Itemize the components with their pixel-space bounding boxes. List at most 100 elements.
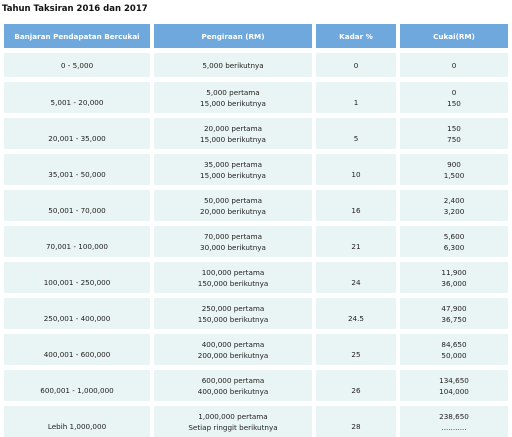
rate-value: 28 [351, 422, 361, 431]
band-cell: Lebih 1,000,000 [4, 406, 150, 437]
rate-cell: 26 [316, 370, 396, 401]
calculation-line-1: 1,000,000 pertama [198, 411, 268, 421]
band-cell: 35,001 - 50,000 [4, 154, 150, 185]
column-header-calculation: Pengiraan (RM) [154, 24, 312, 48]
calculation-line-2: 15,000 berikutnya [200, 170, 266, 180]
calculation-line-2: 200,000 berikutnya [197, 350, 269, 360]
calculation-cell: 400,000 pertama 200,000 berikutnya [154, 334, 312, 365]
rate-value: 16 [351, 206, 361, 215]
calculation-cell: 35,000 pertama 15,000 berikutnya [154, 154, 312, 185]
tax-line-2: 3,200 [443, 206, 465, 216]
tax-line-1: 900 [447, 159, 461, 169]
calculation-line-2: 15,000 berikutnya [200, 134, 266, 144]
band-cell: 600,001 - 1,000,000 [4, 370, 150, 401]
column-header-band: Banjaran Pendapatan Bercukai [4, 24, 150, 48]
calculation-line-2: 150,000 berikutnya [197, 278, 269, 288]
tax-line-2: 6,300 [443, 242, 465, 252]
tax-line-2: 1,500 [443, 170, 465, 180]
calculation-line-1: 600,000 pertama [201, 375, 265, 385]
tax-cell: 0 [400, 53, 508, 77]
tax-cell: 150 750 [400, 118, 508, 149]
calculation-line-1: 5,000 pertama [206, 87, 260, 97]
rate-cell: 16 [316, 190, 396, 221]
band-value: 100,001 - 250,000 [43, 278, 111, 287]
table-row: 100,001 - 250,000 100,000 pertama 150,00… [4, 262, 508, 293]
tax-line-2: 150 [447, 98, 461, 108]
calculation-cell: 20,000 pertama 15,000 berikutnya [154, 118, 312, 149]
calculation-line-1: 400,000 pertama [201, 339, 265, 349]
rate-value: 25 [351, 350, 361, 359]
table-row: 600,001 - 1,000,000 600,000 pertama 400,… [4, 370, 508, 401]
table-row: 400,001 - 600,000 400,000 pertama 200,00… [4, 334, 508, 365]
tax-line-2: 104,000 [439, 386, 469, 396]
tax-line-1: 150 [447, 123, 461, 133]
band-value: 20,001 - 35,000 [48, 134, 106, 143]
calculation-line-1: 70,000 pertama [203, 231, 262, 241]
calculation-cell: 5,000 pertama 15,000 berikutnya [154, 82, 312, 113]
rate-value: 26 [351, 386, 361, 395]
tax-cell: 84,650 50,000 [400, 334, 508, 365]
rate-cell: 24.5 [316, 298, 396, 329]
rate-value: 5 [353, 134, 359, 143]
calculation-line-1: 100,000 pertama [201, 267, 265, 277]
tax-cell: 900 1,500 [400, 154, 508, 185]
tax-cell: 134,650 104,000 [400, 370, 508, 401]
calculation-line-2: 400,000 berikutnya [197, 386, 269, 396]
band-value: 250,001 - 400,000 [43, 314, 111, 323]
tax-line-2: 36,000 [441, 278, 467, 288]
tax-cell: 0 150 [400, 82, 508, 113]
tax-line-2: 50,000 [441, 350, 467, 360]
table-row: 35,001 - 50,000 35,000 pertama 15,000 be… [4, 154, 508, 185]
rate-cell: 28 [316, 406, 396, 437]
table-row: 250,001 - 400,000 250,000 pertama 150,00… [4, 298, 508, 329]
tax-line-1: 134,650 [439, 375, 469, 385]
band-cell: 0 - 5,000 [4, 53, 150, 77]
tax-cell: 2,400 3,200 [400, 190, 508, 221]
tax-line-1: 0 [451, 87, 457, 97]
band-cell: 20,001 - 35,000 [4, 118, 150, 149]
tax-line-2: ........... [441, 422, 467, 432]
calculation-cell: 600,000 pertama 400,000 berikutnya [154, 370, 312, 401]
tax-cell: 47,900 36,750 [400, 298, 508, 329]
band-cell: 50,001 - 70,000 [4, 190, 150, 221]
table-row: 5,001 - 20,000 5,000 pertama 15,000 beri… [4, 82, 508, 113]
calculation-line-2: 30,000 berikutnya [200, 242, 266, 252]
tax-line-1: 84,650 [441, 339, 467, 349]
tax-line-1: 5,600 [443, 231, 465, 241]
rate-cell: 10 [316, 154, 396, 185]
column-header-rate: Kadar % [316, 24, 396, 48]
calculation-line-1: 20,000 pertama [203, 123, 262, 133]
rate-value: 10 [351, 170, 361, 179]
rate-cell: 24 [316, 262, 396, 293]
calculation-line-2: 15,000 berikutnya [200, 98, 266, 108]
rate-value: 1 [353, 98, 359, 107]
band-cell: 100,001 - 250,000 [4, 262, 150, 293]
band-cell: 70,001 - 100,000 [4, 226, 150, 257]
band-value: 0 - 5,000 [60, 60, 94, 70]
table-row: 50,001 - 70,000 50,000 pertama 20,000 be… [4, 190, 508, 221]
column-header-tax: Cukai(RM) [400, 24, 508, 48]
rate-value: 21 [351, 242, 361, 251]
calculation-line-1: 5,000 berikutnya [202, 60, 264, 70]
rate-cell: 25 [316, 334, 396, 365]
rate-value: 24 [351, 278, 361, 287]
calculation-line-2: 20,000 berikutnya [200, 206, 266, 216]
calculation-cell: 100,000 pertama 150,000 berikutnya [154, 262, 312, 293]
tax-line-1: 2,400 [443, 195, 465, 205]
calculation-cell: 5,000 berikutnya [154, 53, 312, 77]
tax-line-1: 11,900 [441, 267, 467, 277]
band-value: 400,001 - 600,000 [43, 350, 111, 359]
table-row: 20,001 - 35,000 20,000 pertama 15,000 be… [4, 118, 508, 149]
calculation-cell: 250,000 pertama 150,000 berikutnya [154, 298, 312, 329]
rate-value: 0 [353, 60, 359, 70]
band-cell: 5,001 - 20,000 [4, 82, 150, 113]
calculation-cell: 70,000 pertama 30,000 berikutnya [154, 226, 312, 257]
calculation-line-1: 35,000 pertama [203, 159, 262, 169]
tax-cell: 11,900 36,000 [400, 262, 508, 293]
band-value: 5,001 - 20,000 [50, 98, 104, 107]
rate-cell: 21 [316, 226, 396, 257]
calculation-line-2: Setiap ringgit berikutnya [188, 422, 278, 432]
table-row: 0 - 5,000 5,000 berikutnya 0 0 [4, 53, 508, 77]
tax-rate-table: Banjaran Pendapatan Bercukai Pengiraan (… [0, 19, 512, 437]
